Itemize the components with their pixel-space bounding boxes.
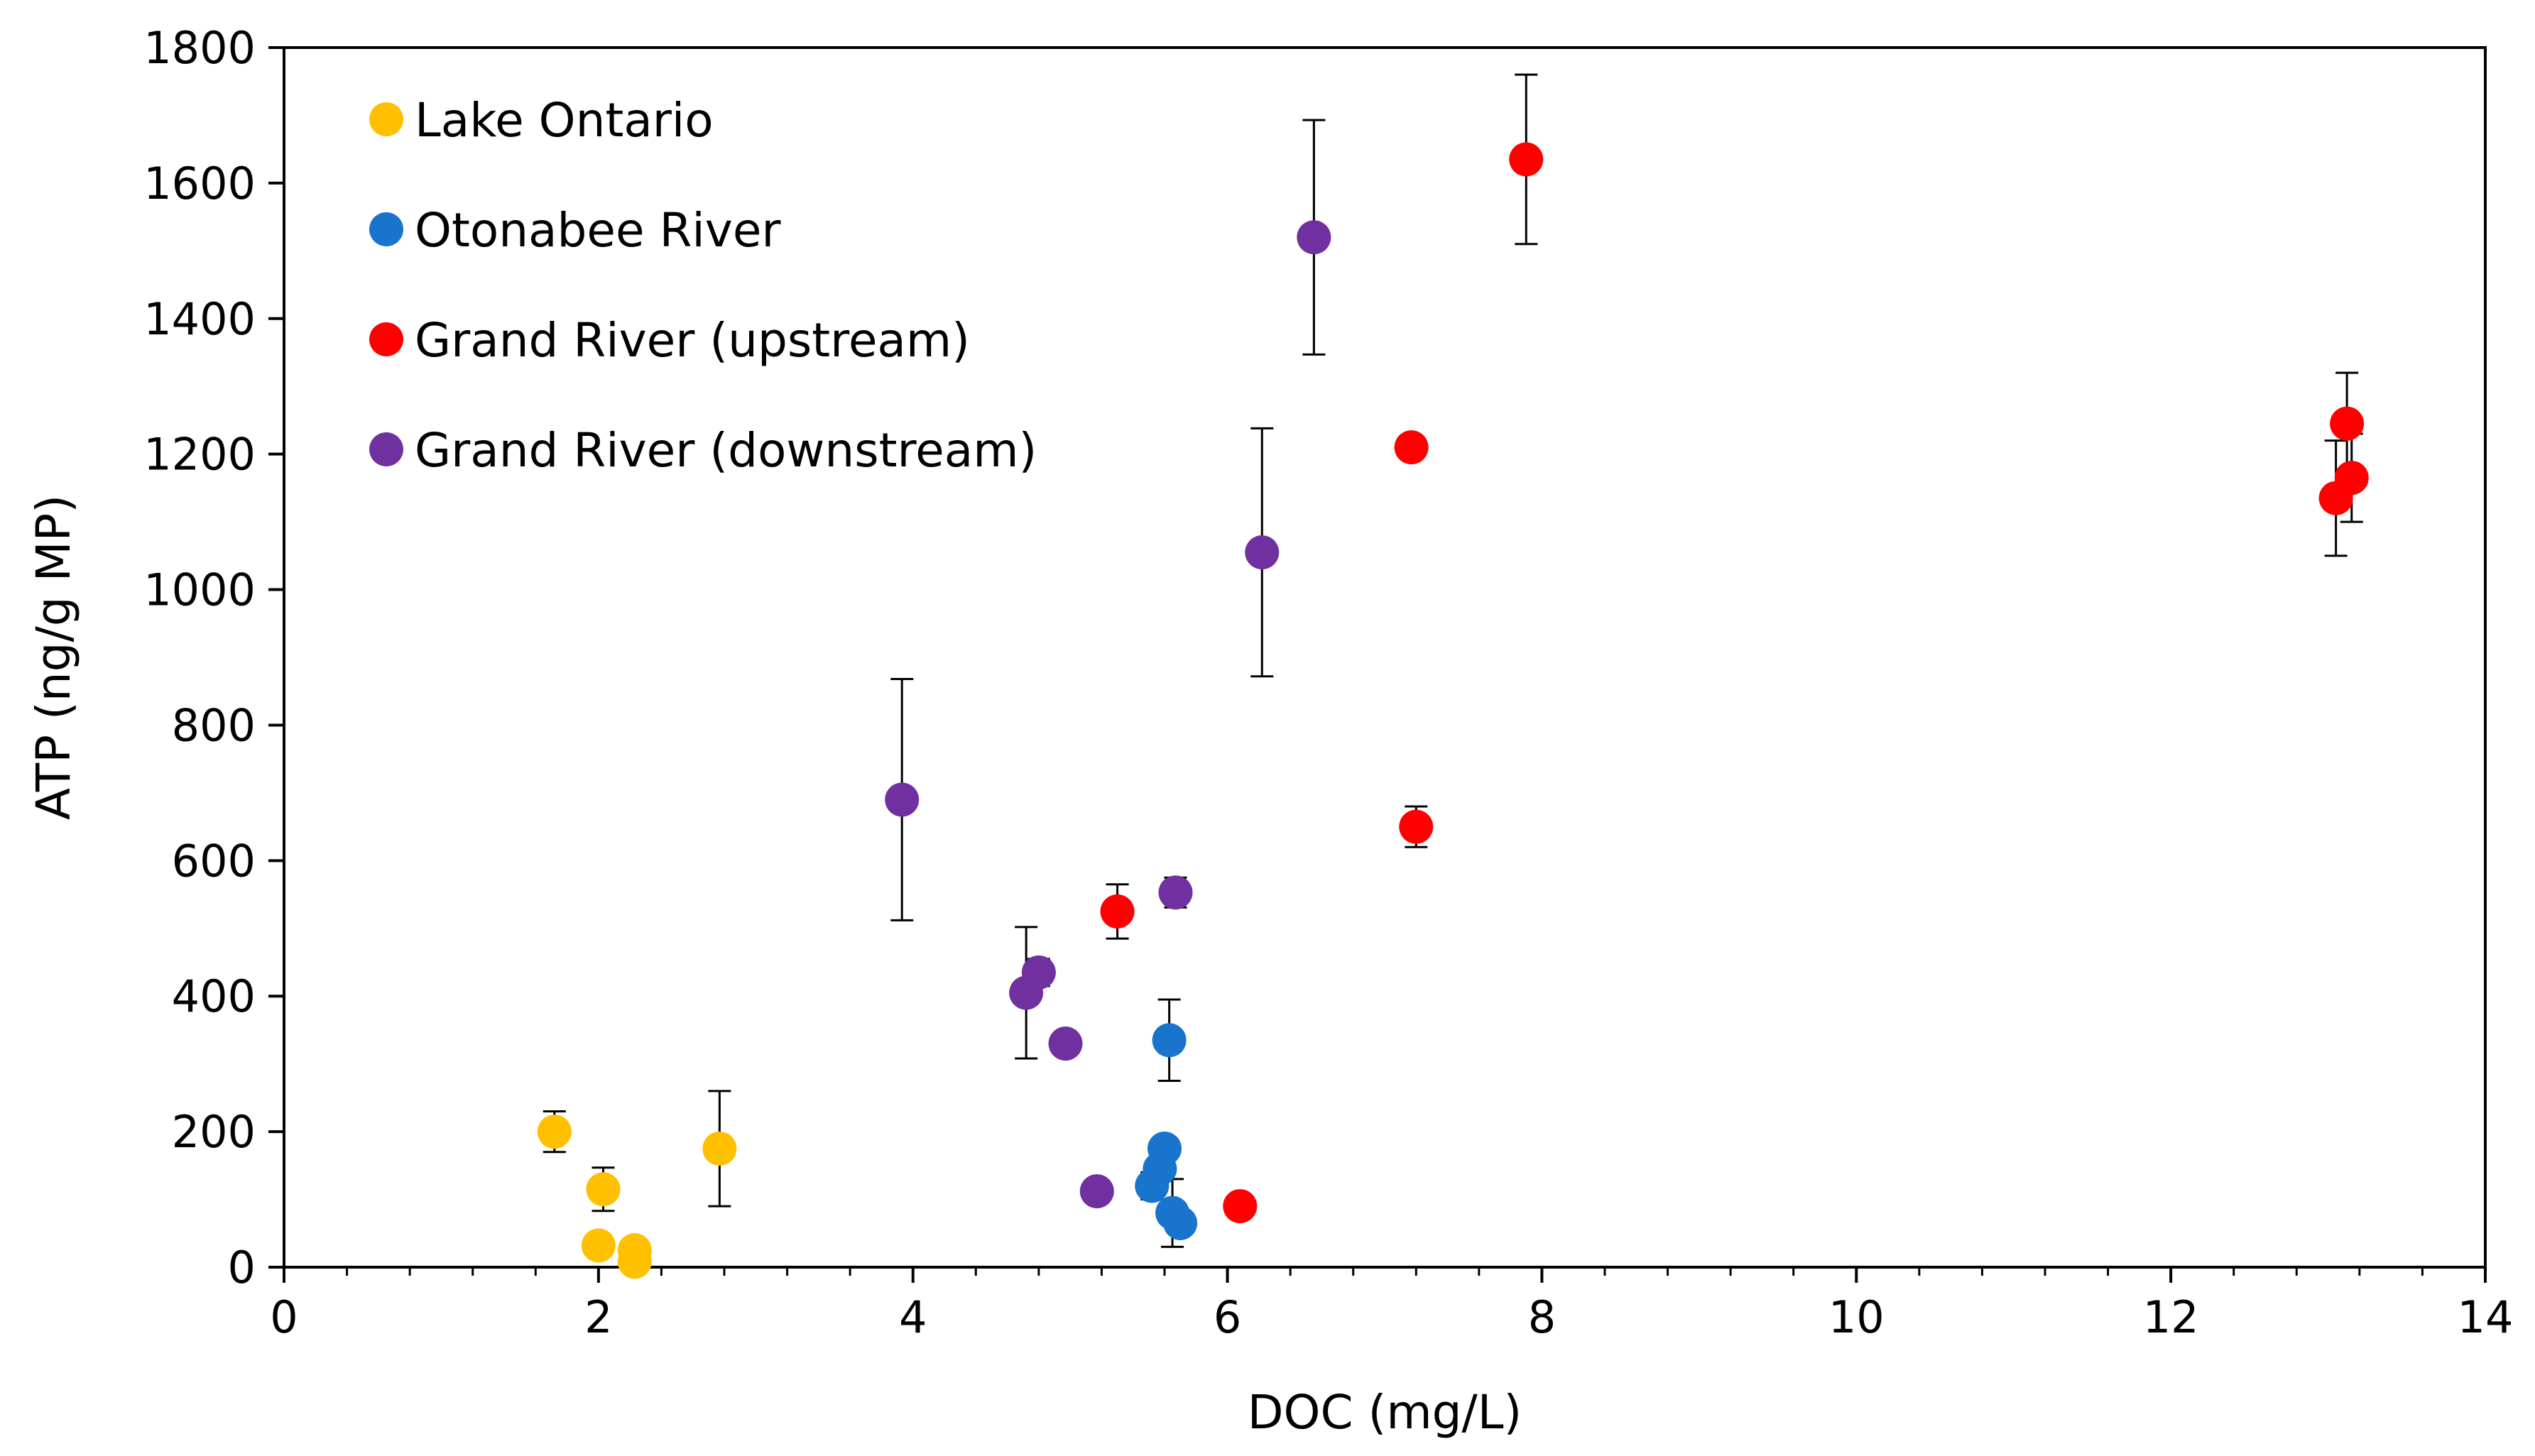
legend: Lake Ontario Otonabee River Grand River (u… — [369, 93, 1037, 478]
data-point — [2334, 461, 2369, 496]
plot-area-frame — [283, 46, 2487, 1269]
data-point — [581, 1228, 616, 1263]
x-tick-label: 6 — [1214, 1291, 1241, 1343]
y-tick-label: 800 — [172, 699, 256, 751]
legend-marker — [369, 102, 403, 136]
y-tick-label: 1200 — [143, 429, 256, 481]
y-tick-label: 1000 — [143, 564, 256, 616]
legend-label: Grand River (upstream) — [415, 313, 970, 368]
data-point — [537, 1115, 572, 1149]
y-tick-label: 400 — [172, 970, 256, 1022]
y-tick-label: 1800 — [143, 22, 256, 74]
legend-label: Otonabee River — [415, 203, 781, 258]
x-axis-ticks: 0 2 4 6 8 10 12 14 — [270, 1267, 2513, 1343]
data-point — [1297, 220, 1331, 255]
y-tick-label: 1400 — [143, 293, 256, 345]
x-tick-label: 2 — [584, 1291, 612, 1343]
data-point — [1163, 1205, 1198, 1240]
legend-marker — [369, 322, 403, 356]
data-point — [617, 1244, 652, 1279]
legend-label: Grand River (downstream) — [415, 423, 1037, 478]
data-point — [586, 1172, 621, 1207]
y-tick-label: 0 — [228, 1242, 256, 1293]
y-tick-label: 600 — [172, 835, 256, 887]
error-bars — [543, 73, 2363, 1248]
data-point — [1509, 142, 1544, 177]
data-point — [1100, 894, 1135, 929]
legend-marker — [369, 212, 403, 246]
data-point — [885, 782, 920, 817]
legend-marker — [369, 432, 403, 466]
data-point — [1021, 955, 1056, 990]
y-tick-label: 1600 — [143, 158, 256, 209]
data-point — [1079, 1174, 1114, 1209]
x-tick-label: 12 — [2143, 1291, 2199, 1343]
x-tick-label: 10 — [1828, 1291, 1885, 1343]
data-point — [1048, 1027, 1083, 1061]
data-point — [1152, 1023, 1187, 1058]
data-point — [702, 1131, 737, 1166]
y-axis-title: ATP (ng/g MP) — [26, 495, 81, 820]
data-point — [1394, 430, 1429, 465]
x-tick-label: 0 — [270, 1291, 298, 1343]
x-minor-ticks — [346, 1267, 2424, 1276]
data-points — [537, 142, 2369, 1279]
data-point — [1245, 535, 1280, 570]
data-point — [2330, 406, 2365, 441]
legend-label: Lake Ontario — [415, 93, 714, 148]
x-tick-label: 4 — [899, 1291, 927, 1343]
x-tick-label: 8 — [1528, 1291, 1556, 1343]
data-point — [1147, 1131, 1182, 1166]
y-tick-label: 200 — [172, 1106, 256, 1158]
data-point — [1223, 1189, 1258, 1224]
y-axis-ticks: 0 200 400 600 800 1000 1200 1400 1600 1800 — [143, 22, 284, 1293]
data-point — [1158, 875, 1193, 910]
x-axis-title: DOC (mg/L) — [1248, 1385, 1522, 1440]
x-tick-label: 14 — [2458, 1291, 2514, 1343]
data-point — [1399, 809, 1434, 844]
